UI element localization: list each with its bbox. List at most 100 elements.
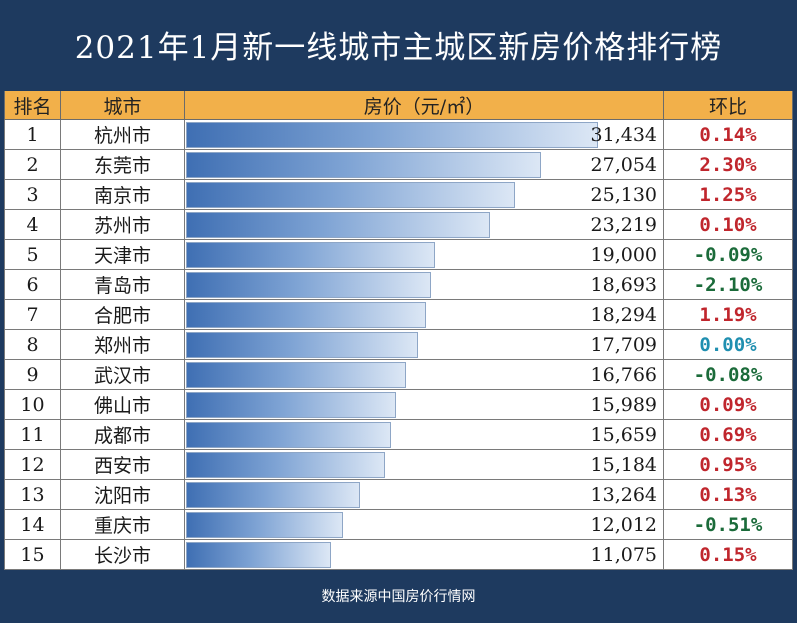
price-bar — [186, 242, 435, 268]
table-row: 9 武汉市 16,766 -0.08% — [4, 360, 793, 390]
price-cell: 23,219 — [185, 210, 664, 239]
rank-cell: 15 — [4, 540, 61, 569]
city-tick-label: 西安市 — [61, 450, 185, 479]
price-cell: 16,766 — [185, 360, 664, 389]
mom-change-label: 2.30% — [664, 150, 793, 179]
city-tick-label: 杭州市 — [61, 120, 185, 149]
header-rank: 排名 — [4, 91, 61, 120]
price-bar — [186, 512, 343, 538]
mom-change-label: 0.95% — [664, 450, 793, 479]
price-bar — [186, 332, 418, 358]
price-bar — [186, 542, 331, 568]
price-bar — [186, 122, 598, 148]
mom-change-label: -0.09% — [664, 240, 793, 269]
rank-cell: 4 — [4, 210, 61, 239]
rank-cell: 11 — [4, 420, 61, 449]
rank-cell: 1 — [4, 120, 61, 149]
mom-change-label: 0.14% — [664, 120, 793, 149]
price-bar — [186, 302, 426, 328]
city-tick-label: 合肥市 — [61, 300, 185, 329]
price-cell: 31,434 — [185, 120, 664, 149]
price-data-label: 31,434 — [590, 123, 657, 146]
rank-cell: 8 — [4, 330, 61, 359]
price-cell: 13,264 — [185, 480, 664, 509]
city-tick-label: 沈阳市 — [61, 480, 185, 509]
rank-cell: 3 — [4, 180, 61, 209]
city-tick-label: 郑州市 — [61, 330, 185, 359]
price-bar — [186, 182, 515, 208]
rank-cell: 14 — [4, 510, 61, 539]
table-row: 10 佛山市 15,989 0.09% — [4, 390, 793, 420]
price-cell: 12,012 — [185, 510, 664, 539]
chart-title: 2021年1月新一线城市主城区新房价格排行榜 — [74, 29, 723, 66]
price-bar — [186, 212, 490, 238]
price-data-label: 18,294 — [590, 303, 657, 326]
price-bar — [186, 362, 406, 388]
rank-cell: 6 — [4, 270, 61, 299]
header-change: 环比 — [664, 91, 793, 120]
price-cell: 15,184 — [185, 450, 664, 479]
city-tick-label: 成都市 — [61, 420, 185, 449]
table-row: 6 青岛市 18,693 -2.10% — [4, 270, 793, 300]
price-cell: 18,294 — [185, 300, 664, 329]
price-data-label: 11,075 — [590, 543, 657, 566]
header-city: 城市 — [61, 91, 185, 120]
table-row: 7 合肥市 18,294 1.19% — [4, 300, 793, 330]
mom-change-label: 1.25% — [664, 180, 793, 209]
source-note: 数据来源中国房价行情网 — [321, 589, 476, 605]
table-row: 8 郑州市 17,709 0.00% — [4, 330, 793, 360]
table-row: 12 西安市 15,184 0.95% — [4, 450, 793, 480]
city-tick-label: 佛山市 — [61, 390, 185, 419]
price-cell: 27,054 — [185, 150, 664, 179]
city-tick-label: 苏州市 — [61, 210, 185, 239]
price-data-label: 16,766 — [590, 363, 657, 386]
city-tick-label: 天津市 — [61, 240, 185, 269]
price-cell: 19,000 — [185, 240, 664, 269]
price-cell: 18,693 — [185, 270, 664, 299]
price-data-label: 15,659 — [590, 423, 657, 446]
rank-cell: 7 — [4, 300, 61, 329]
price-data-label: 25,130 — [590, 183, 657, 206]
city-tick-label: 东莞市 — [61, 150, 185, 179]
price-data-label: 23,219 — [590, 213, 657, 236]
rank-cell: 12 — [4, 450, 61, 479]
price-data-label: 17,709 — [590, 333, 657, 356]
price-bar — [186, 392, 396, 418]
table-row: 1 杭州市 31,434 0.14% — [4, 120, 793, 150]
table-row: 11 成都市 15,659 0.69% — [4, 420, 793, 450]
price-bar — [186, 272, 431, 298]
rank-cell: 5 — [4, 240, 61, 269]
mom-change-label: 0.15% — [664, 540, 793, 569]
price-cell: 25,130 — [185, 180, 664, 209]
price-data-label: 15,184 — [590, 453, 657, 476]
rank-cell: 13 — [4, 480, 61, 509]
mom-change-label: 0.00% — [664, 330, 793, 359]
city-tick-label: 南京市 — [61, 180, 185, 209]
table-row: 14 重庆市 12,012 -0.51% — [4, 510, 793, 540]
mom-change-label: -2.10% — [664, 270, 793, 299]
price-bar — [186, 152, 541, 178]
price-bar — [186, 452, 385, 478]
rank-cell: 9 — [4, 360, 61, 389]
mom-change-label: -0.08% — [664, 360, 793, 389]
table-row: 13 沈阳市 13,264 0.13% — [4, 480, 793, 510]
price-data-label: 27,054 — [590, 153, 657, 176]
mom-change-label: 0.09% — [664, 390, 793, 419]
city-tick-label: 长沙市 — [61, 540, 185, 569]
price-cell: 15,989 — [185, 390, 664, 419]
city-tick-label: 重庆市 — [61, 510, 185, 539]
table-row: 2 东莞市 27,054 2.30% — [4, 150, 793, 180]
price-data-label: 12,012 — [590, 513, 657, 536]
mom-change-label: 1.19% — [664, 300, 793, 329]
price-data-label: 19,000 — [590, 243, 657, 266]
mom-change-label: 0.69% — [664, 420, 793, 449]
price-cell: 11,075 — [185, 540, 664, 569]
mom-change-label: 0.13% — [664, 480, 793, 509]
price-cell: 17,709 — [185, 330, 664, 359]
ranking-table: 排名 城市 房价（元/㎡） 环比 1 杭州市 31,434 0.14% 2 东莞市 27,0… — [4, 91, 793, 570]
price-data-label: 13,264 — [590, 483, 657, 506]
rank-cell: 10 — [4, 390, 61, 419]
price-cell: 15,659 — [185, 420, 664, 449]
header-price: 房价（元/㎡） — [185, 91, 664, 120]
